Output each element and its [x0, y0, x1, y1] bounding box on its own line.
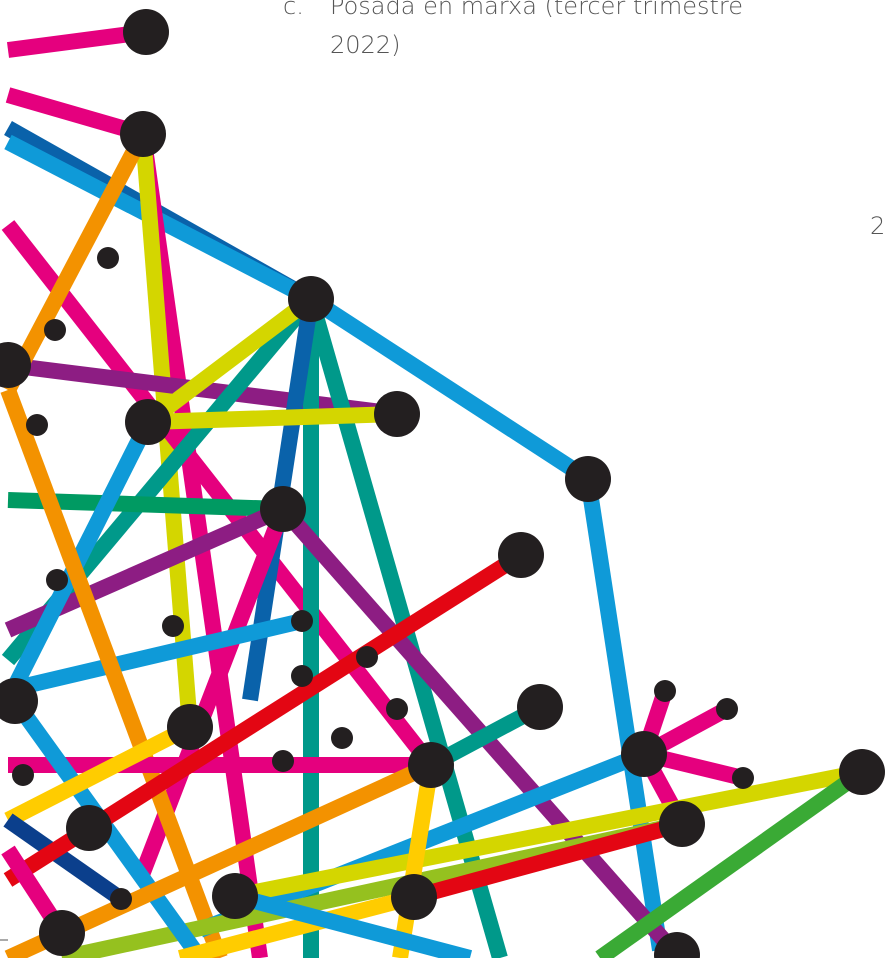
page-number: 2	[870, 212, 885, 240]
stripe	[6, 24, 148, 58]
node	[0, 342, 31, 388]
stripe	[1, 220, 438, 770]
node	[391, 874, 437, 920]
node	[565, 456, 611, 502]
node	[498, 532, 544, 578]
dot	[162, 615, 184, 637]
node	[654, 932, 700, 958]
stripe	[306, 292, 593, 486]
dot	[46, 569, 68, 591]
list-text: 2022)	[330, 31, 400, 59]
list-marker: c.	[283, 0, 304, 20]
node	[260, 486, 306, 532]
dot	[291, 665, 313, 687]
dot	[732, 767, 754, 789]
stripe	[0, 130, 151, 394]
node	[0, 678, 38, 724]
dot	[110, 888, 132, 910]
dot	[44, 319, 66, 341]
stripe	[3, 813, 126, 906]
node	[517, 684, 563, 730]
node	[39, 910, 85, 956]
stripe	[5, 87, 146, 142]
dot	[356, 646, 378, 668]
node	[125, 399, 171, 445]
node	[167, 704, 213, 750]
dot	[654, 680, 676, 702]
dot	[331, 727, 353, 749]
node	[212, 873, 258, 919]
node	[621, 731, 667, 777]
stripe	[233, 764, 864, 904]
decoration	[0, 9, 885, 958]
dot	[272, 750, 294, 772]
node	[408, 742, 454, 788]
node	[288, 276, 334, 322]
list-text: Posada en marxa (tercer trimestre	[330, 0, 743, 20]
stripe	[177, 889, 417, 958]
stripe	[0, 387, 228, 958]
node	[66, 805, 112, 851]
stripe	[411, 816, 685, 905]
stripe	[232, 888, 473, 958]
stripe	[143, 292, 316, 429]
node	[659, 801, 705, 847]
stripe	[6, 613, 304, 698]
dot	[386, 698, 408, 720]
dot	[26, 414, 48, 436]
node	[123, 9, 169, 55]
stripe	[580, 477, 668, 952]
stripe	[595, 765, 867, 958]
dot	[291, 610, 313, 632]
dot	[97, 247, 119, 269]
node	[120, 111, 166, 157]
node	[374, 391, 420, 437]
stripe	[147, 406, 398, 430]
dot	[12, 764, 34, 786]
dot	[716, 698, 738, 720]
stripe	[4, 719, 194, 828]
node	[839, 749, 885, 795]
stripe	[392, 763, 439, 958]
